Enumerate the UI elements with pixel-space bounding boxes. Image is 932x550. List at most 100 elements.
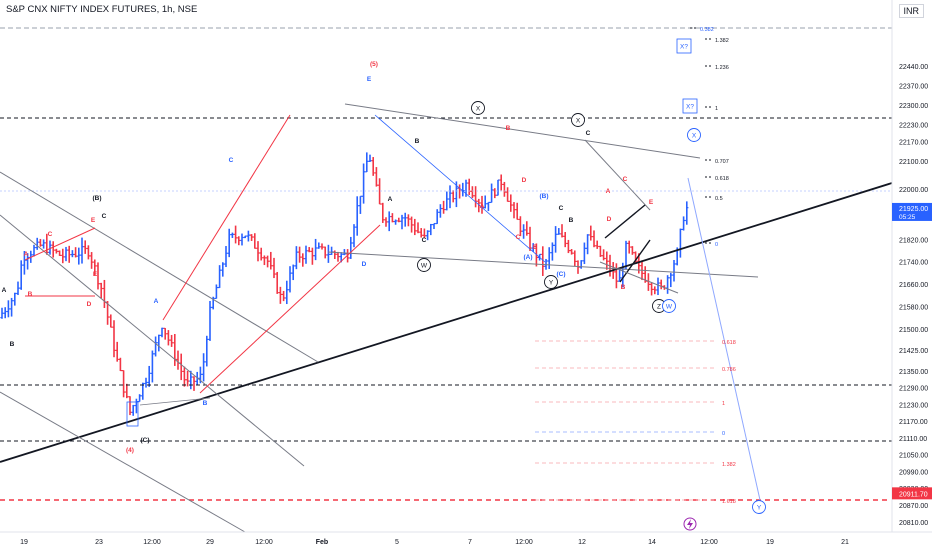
price-tick-label: 22170.00 bbox=[899, 139, 928, 146]
price-bar bbox=[109, 314, 113, 328]
price-bar bbox=[650, 282, 654, 296]
trend-line bbox=[687, 177, 761, 501]
price-bar bbox=[221, 262, 225, 277]
price-bar bbox=[422, 228, 426, 238]
trend-line bbox=[162, 114, 291, 321]
price-bar bbox=[438, 204, 442, 218]
price-axis: 22440.00 22370.00 22300.00 22230.00 22170.00… bbox=[891, 0, 932, 550]
price-bar bbox=[6, 300, 10, 318]
price-bar bbox=[579, 260, 583, 269]
wave-label: D bbox=[522, 177, 527, 184]
price-bar bbox=[166, 330, 170, 346]
price-bar bbox=[304, 245, 308, 264]
price-bar bbox=[278, 286, 282, 304]
price-bar bbox=[160, 327, 164, 338]
price-bar bbox=[275, 271, 279, 294]
wave-label: C bbox=[559, 205, 564, 212]
price-tick-label: 22370.00 bbox=[899, 83, 928, 90]
price-bar bbox=[122, 369, 126, 398]
price-bar bbox=[493, 188, 497, 199]
wave-circle-label: X bbox=[471, 101, 485, 115]
wave-label: A bbox=[388, 196, 393, 203]
price-bar bbox=[394, 219, 398, 225]
price-bar bbox=[205, 335, 209, 367]
price-bar bbox=[474, 186, 478, 208]
price-bar bbox=[630, 246, 634, 255]
price-tick-label: 22440.00 bbox=[899, 64, 928, 71]
price-bar bbox=[371, 157, 375, 176]
fib-label: 0.786 bbox=[722, 367, 736, 373]
price-bar bbox=[326, 244, 330, 263]
price-bar bbox=[243, 235, 247, 239]
wave-label: B bbox=[506, 125, 511, 132]
price-bar bbox=[291, 264, 295, 281]
price-tick-label: 21580.00 bbox=[899, 304, 928, 311]
currency-badge[interactable]: INR bbox=[898, 4, 924, 18]
price-bar bbox=[259, 247, 263, 261]
fib-label: 1.382 bbox=[715, 38, 729, 44]
price-bar bbox=[426, 230, 430, 241]
price-bar bbox=[186, 370, 190, 387]
price-bar bbox=[170, 334, 174, 347]
wave-circle-label: X? bbox=[682, 98, 698, 114]
price-bar bbox=[10, 297, 14, 317]
price-bar bbox=[416, 222, 420, 234]
price-tick-label: 22100.00 bbox=[899, 159, 928, 166]
price-bar bbox=[147, 365, 151, 387]
price-bar bbox=[179, 353, 183, 381]
price-bar bbox=[298, 246, 302, 263]
price-bar bbox=[656, 277, 660, 296]
price-tick-label: 21110.00 bbox=[899, 436, 927, 443]
price-bar bbox=[51, 241, 55, 258]
price-bar bbox=[138, 394, 142, 403]
price-bar bbox=[490, 183, 494, 204]
price-tick-label: 21820.00 bbox=[899, 237, 928, 244]
trend-line bbox=[0, 182, 893, 463]
trend-line bbox=[0, 214, 305, 467]
label-text: Y bbox=[549, 280, 554, 287]
wave-label: A bbox=[606, 188, 611, 195]
wave-label: C bbox=[422, 237, 427, 244]
price-bar bbox=[256, 241, 260, 262]
lightning-icon[interactable] bbox=[683, 517, 697, 531]
trend-line bbox=[374, 114, 546, 263]
fib-label: 0.707 bbox=[715, 159, 729, 165]
price-bar bbox=[672, 260, 676, 282]
fib-label: 0 bbox=[722, 431, 725, 437]
label-text: W bbox=[666, 304, 673, 311]
price-bar bbox=[323, 246, 327, 259]
price-bar bbox=[80, 237, 84, 264]
price-bar bbox=[128, 396, 132, 416]
time-tick-label: 12:00 bbox=[700, 539, 718, 546]
price-bar bbox=[150, 350, 154, 383]
price-bar bbox=[67, 245, 71, 263]
fib-label: 1.382 bbox=[722, 462, 736, 468]
label-text: X? bbox=[680, 44, 688, 51]
price-bar bbox=[589, 225, 593, 241]
label-circle bbox=[752, 500, 766, 514]
price-bar bbox=[528, 226, 532, 251]
price-bar bbox=[202, 353, 206, 382]
price-bar bbox=[253, 233, 257, 249]
price-bar bbox=[602, 249, 606, 261]
price-bar bbox=[678, 228, 682, 258]
price-bar bbox=[314, 238, 318, 261]
price-bar bbox=[320, 243, 324, 250]
price-bar bbox=[336, 251, 340, 262]
price-tick-label: 20810.00 bbox=[899, 520, 928, 527]
trend-line bbox=[0, 171, 319, 363]
price-bar bbox=[32, 244, 36, 257]
price-bar bbox=[595, 240, 599, 249]
price-bar bbox=[99, 282, 103, 299]
wave-label: B bbox=[203, 400, 208, 407]
price-bar bbox=[598, 245, 602, 257]
fib-label: 0.382 bbox=[700, 27, 714, 33]
price-bar bbox=[397, 217, 401, 223]
price-bar bbox=[362, 163, 366, 204]
price-bar bbox=[208, 300, 212, 341]
price-bar bbox=[19, 260, 23, 290]
wave-circle-label: W bbox=[417, 258, 431, 272]
price-bar bbox=[342, 249, 346, 256]
